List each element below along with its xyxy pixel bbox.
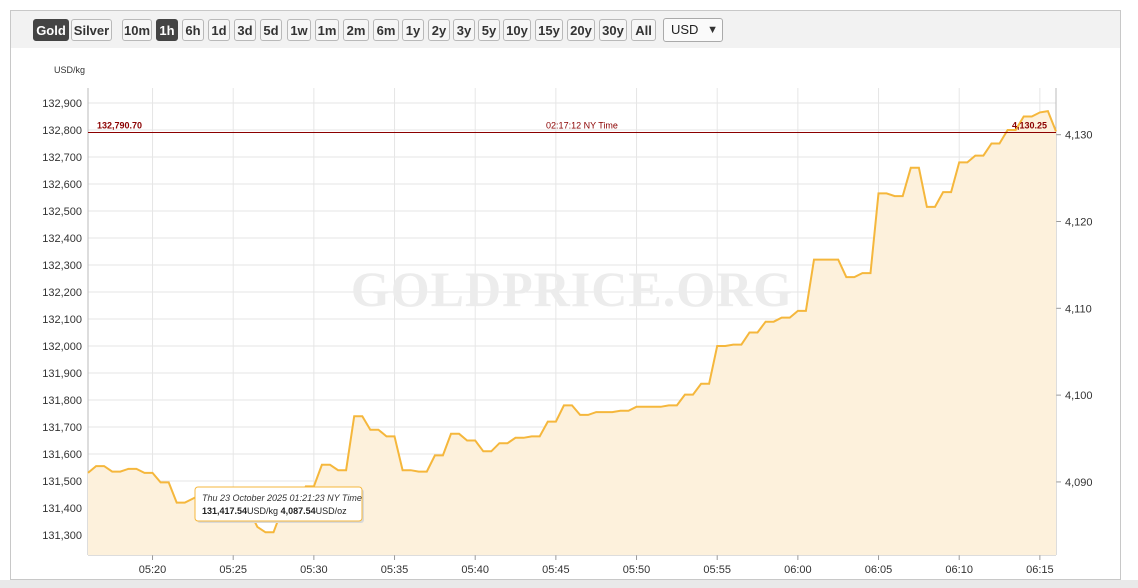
- y-tick-label: 132,800: [42, 125, 82, 137]
- y-tick-label: 132,500: [42, 206, 82, 218]
- x-tick-label: 05:50: [623, 564, 651, 576]
- y-tick-label: 132,600: [42, 179, 82, 191]
- currency-select[interactable]: USD ▼: [663, 18, 723, 42]
- range-button-10m[interactable]: 10m: [122, 19, 152, 41]
- y-tick-label: 131,800: [42, 395, 82, 407]
- range-button-1h[interactable]: 1h: [156, 19, 178, 41]
- y-tick-label: 131,300: [42, 530, 82, 542]
- range-button-2y[interactable]: 2y: [428, 19, 450, 41]
- reference-oz-label: 4,130.25: [1012, 121, 1047, 131]
- y2-tick-label: 4,110: [1065, 303, 1092, 315]
- x-tick-label: 05:30: [300, 564, 328, 576]
- metal-button-gold[interactable]: Gold: [33, 19, 69, 41]
- range-button-20y[interactable]: 20y: [567, 19, 595, 41]
- range-button-1m[interactable]: 1m: [315, 19, 339, 41]
- x-tick-label: 05:25: [219, 564, 247, 576]
- range-button-1w[interactable]: 1w: [287, 19, 311, 41]
- y2-tick-label: 4,120: [1065, 217, 1093, 229]
- y-tick-label: 131,500: [42, 476, 82, 488]
- tooltip-kg-value: 131,417.54: [202, 506, 247, 516]
- y-tick-label: 132,400: [42, 233, 82, 245]
- y-tick-label: 131,900: [42, 368, 82, 380]
- reference-time-label: 02:17:12 NY Time: [546, 121, 618, 131]
- tooltip-time: Thu 23 October 2025 01:21:23 NY Time: [202, 493, 362, 503]
- y2-tick-label: 4,090: [1065, 477, 1093, 489]
- range-button-3d[interactable]: 3d: [234, 19, 256, 41]
- range-button-3y[interactable]: 3y: [453, 19, 475, 41]
- range-button-6m[interactable]: 6m: [373, 19, 399, 41]
- range-button-all[interactable]: All: [631, 19, 656, 41]
- x-tick-label: 06:10: [945, 564, 973, 576]
- watermark: GOLDPRICE.ORG: [351, 261, 793, 317]
- y-tick-label: 131,700: [42, 422, 82, 434]
- x-tick-label: 06:00: [784, 564, 812, 576]
- metal-button-silver[interactable]: Silver: [71, 19, 112, 41]
- y2-tick-label: 4,130: [1065, 130, 1093, 142]
- range-button-2m[interactable]: 2m: [343, 19, 369, 41]
- range-button-10y[interactable]: 10y: [503, 19, 531, 41]
- range-toolbar: Gold Silver 10m 1h 6h 1d 3d 5d 1w 1m 2m 6m 1y 2y 3y 5y 1…: [11, 11, 1120, 48]
- range-button-6h[interactable]: 6h: [182, 19, 204, 41]
- currency-value: USD: [671, 22, 699, 37]
- chevron-down-icon: ▼: [707, 24, 718, 36]
- x-tick-label: 06:05: [865, 564, 893, 576]
- tooltip-oz-unit: USD/oz: [316, 506, 348, 516]
- range-button-1y[interactable]: 1y: [402, 19, 424, 41]
- x-tick-label: 05:20: [139, 564, 167, 576]
- range-button-30y[interactable]: 30y: [599, 19, 627, 41]
- y-tick-label: 132,300: [42, 260, 82, 272]
- y2-tick-label: 4,100: [1065, 390, 1093, 402]
- x-tick-label: 05:35: [381, 564, 409, 576]
- reference-kg-label: 132,790.70: [97, 121, 142, 131]
- y-tick-label: 131,400: [42, 503, 82, 515]
- y-tick-label: 132,700: [42, 152, 82, 164]
- price-area-fill: [88, 111, 1056, 555]
- tooltip-box: [194, 486, 363, 522]
- range-button-15y[interactable]: 15y: [535, 19, 563, 41]
- y-tick-label: 131,600: [42, 449, 82, 461]
- x-tick-label: 05:45: [542, 564, 570, 576]
- y-tick-label: 132,100: [42, 314, 82, 326]
- x-tick-label: 05:40: [461, 564, 489, 576]
- range-button-1d[interactable]: 1d: [208, 19, 230, 41]
- y-tick-label: 132,200: [42, 287, 82, 299]
- tooltip-oz-value: 4,087.54: [281, 506, 316, 516]
- y-tick-label: 132,000: [42, 341, 82, 353]
- range-button-5d[interactable]: 5d: [260, 19, 282, 41]
- tooltip-values: 131,417.54USD/kg 4,087.54USD/oz: [202, 506, 347, 516]
- x-tick-label: 06:15: [1026, 564, 1054, 576]
- page-scrollbar[interactable]: [0, 580, 1138, 588]
- y-tick-label: 132,900: [42, 98, 82, 110]
- y-axis-label: USD/kg: [54, 65, 85, 75]
- tooltip-kg-unit: USD/kg: [247, 506, 278, 516]
- x-tick-label: 05:55: [703, 564, 731, 576]
- range-button-5y[interactable]: 5y: [478, 19, 500, 41]
